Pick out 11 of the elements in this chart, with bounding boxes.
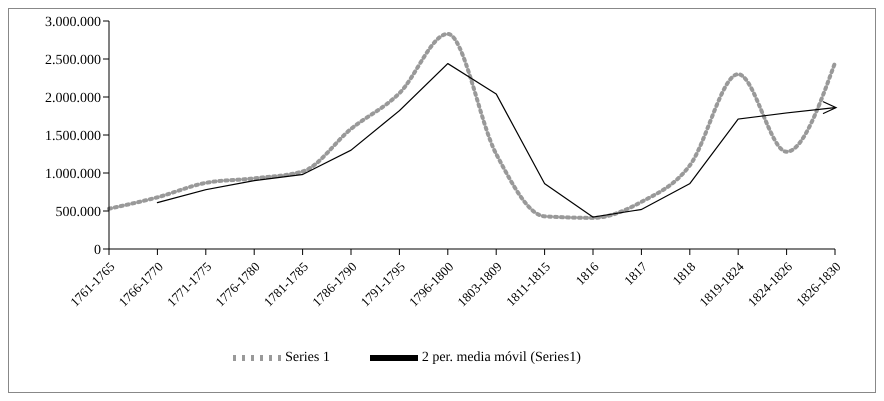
legend-label: Series 1 [285, 350, 330, 366]
line-series [107, 32, 837, 220]
y-tick-label: 0 [94, 242, 101, 258]
y-tick-label: 3.000.000 [45, 14, 101, 30]
line-series [156, 62, 837, 218]
legend-label: 2 per. media móvil (Series1) [422, 350, 581, 366]
y-tick-label: 1.500.000 [45, 128, 101, 144]
y-tick-label: 2.000.000 [45, 90, 101, 106]
y-tick-label: 1.000.000 [45, 166, 101, 182]
y-tick-label: 500.000 [56, 204, 101, 220]
y-tick-label: 2.500.000 [45, 52, 101, 68]
